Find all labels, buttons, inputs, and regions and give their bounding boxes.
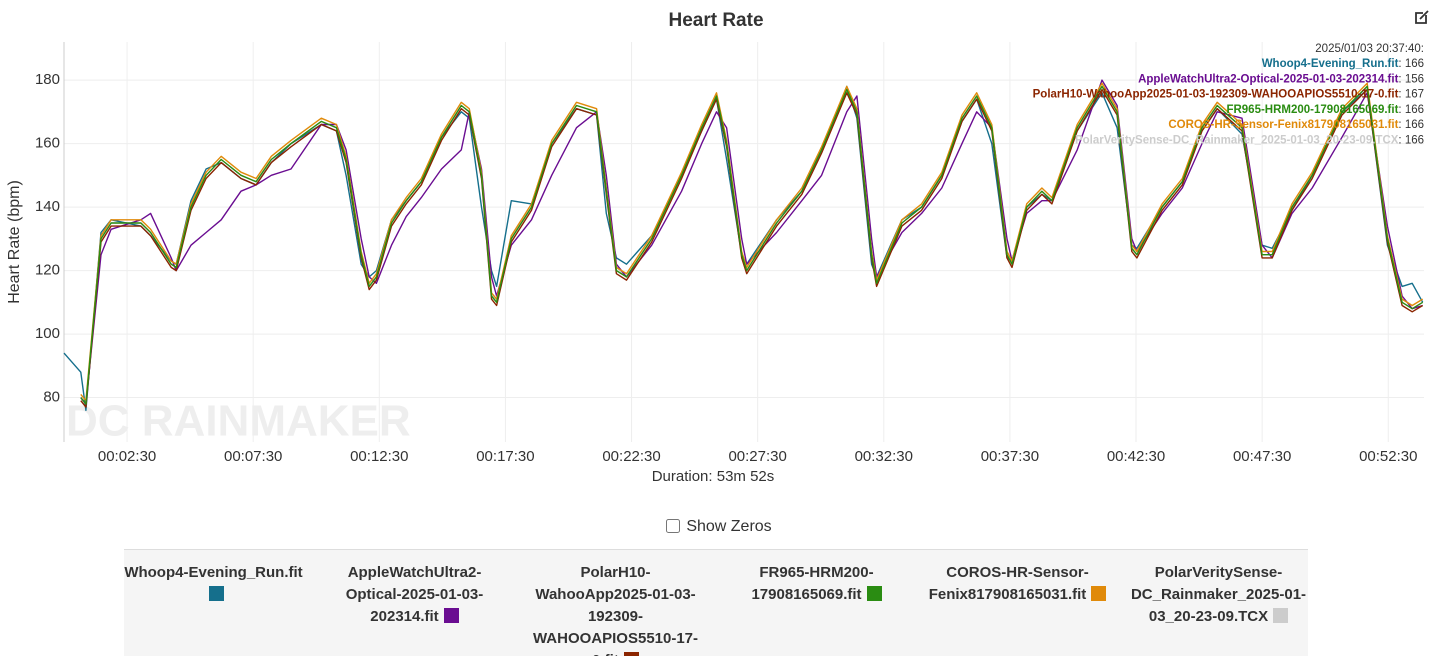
edit-box[interactable] xyxy=(1415,12,1427,24)
series-line xyxy=(80,85,1424,405)
legend-label[interactable]: PolarVeritySense-DC_Rainmaker_2025-01-03… xyxy=(1130,564,1307,625)
legend-swatch[interactable] xyxy=(1273,608,1289,623)
y-tick-label: 140 xyxy=(35,198,60,215)
tooltip-row: Whoop4-Evening_Run.fit: 166 xyxy=(1262,58,1424,70)
tooltip: 2025/01/03 20:37:40: Whoop4-Evening_Run.f… xyxy=(1033,43,1424,147)
y-tick-label: 160 xyxy=(35,135,60,152)
legend-item[interactable]: PolarVeritySense-DC_Rainmaker_2025-01-03… xyxy=(1129,562,1308,656)
tooltip-row: AppleWatchUltra2-Optical-2025-01-03-2023… xyxy=(1138,73,1424,85)
legend-item[interactable]: AppleWatchUltra2-Optical-2025-01-03-2023… xyxy=(325,562,504,656)
show-zeros-label: Show Zeros xyxy=(686,518,772,535)
series-line xyxy=(80,79,1423,405)
legend-label[interactable]: COROS-HR-Sensor-Fenix817908165031.fit xyxy=(928,564,1089,603)
legend-swatch[interactable] xyxy=(443,608,459,623)
x-tick-label: 00:12:30 xyxy=(350,448,408,465)
x-tick-label: 00:52:30 xyxy=(1359,448,1417,465)
tooltip-value: 166 xyxy=(1405,104,1424,116)
legend-swatch[interactable] xyxy=(623,652,639,656)
x-tick-label: 00:07:30 xyxy=(224,448,282,465)
x-tick-label: 00:02:30 xyxy=(98,448,156,465)
legend-swatch[interactable] xyxy=(208,586,224,601)
x-tick-label: 00:42:30 xyxy=(1107,448,1165,465)
tooltip-value: 166 xyxy=(1405,119,1424,131)
chart-title: Heart Rate xyxy=(668,10,763,31)
legend-item[interactable]: COROS-HR-Sensor-Fenix817908165031.fit xyxy=(928,562,1107,656)
x-tick-label: 00:47:30 xyxy=(1233,448,1291,465)
tooltip-value: 166 xyxy=(1405,135,1424,147)
x-tick-label: 00:22:30 xyxy=(602,448,660,465)
legend-item[interactable]: Whoop4-Evening_Run.fit xyxy=(124,562,303,656)
y-tick-label: 80 xyxy=(43,389,60,406)
tooltip-value: 156 xyxy=(1405,73,1424,85)
x-tick-label: 00:27:30 xyxy=(728,448,786,465)
tooltip-name: PolarH10-WahooApp2025-01-03-192309-WAHOO… xyxy=(1033,89,1399,101)
legend-swatch[interactable] xyxy=(866,586,882,601)
tooltip-row: PolarVeritySense-DC_Rainmaker_2025-01-03… xyxy=(1075,135,1424,147)
tooltip-row: PolarH10-WahooApp2025-01-03-192309-WAHOO… xyxy=(1033,89,1424,101)
legend-label[interactable]: AppleWatchUltra2-Optical-2025-01-03-2023… xyxy=(345,564,484,625)
tooltip-row: FR965-HRM200-17908165069.fit: 166 xyxy=(1226,104,1424,116)
show-zeros-checkbox[interactable] xyxy=(666,519,681,533)
show-zeros: Show Zeros xyxy=(0,518,1438,536)
legend: Whoop4-Evening_Run.fit AppleWatchUltra2-O… xyxy=(124,549,1308,656)
legend-swatch[interactable] xyxy=(1091,586,1107,601)
x-tick-label: 00:32:30 xyxy=(855,448,913,465)
tooltip-name: PolarVeritySense-DC_Rainmaker_2025-01-03… xyxy=(1075,135,1399,147)
edit-icon[interactable] xyxy=(1415,10,1429,24)
tooltip-name: AppleWatchUltra2-Optical-2025-01-03-2023… xyxy=(1138,73,1399,85)
x-tick-label: 00:17:30 xyxy=(476,448,534,465)
tooltip-name: COROS-HR-Sensor-Fenix817908165031.fit xyxy=(1168,119,1398,131)
watermark: DC RAINMAKER xyxy=(66,397,411,446)
tooltip-name: Whoop4-Evening_Run.fit xyxy=(1262,58,1399,70)
edit-pen[interactable] xyxy=(1419,10,1429,20)
tooltip-name: FR965-HRM200-17908165069.fit xyxy=(1226,104,1398,116)
legend-label[interactable]: FR965-HRM200-17908165069.fit xyxy=(751,564,874,603)
x-tick-label: 00:37:30 xyxy=(981,448,1039,465)
legend-label[interactable]: Whoop4-Evening_Run.fit xyxy=(124,564,303,581)
tooltip-value: 167 xyxy=(1405,89,1424,101)
x-axis-label: Duration: 53m 52s xyxy=(652,468,775,485)
y-axis-label: Heart Rate (bpm) xyxy=(6,180,23,304)
tooltip-row: COROS-HR-Sensor-Fenix817908165031.fit: 1… xyxy=(1168,119,1424,131)
series-line xyxy=(80,82,1424,402)
chart: Heart Rate DC RAINMAKER Heart Rate (bpm)… xyxy=(6,10,1429,485)
grid xyxy=(64,42,1424,442)
tooltip-value: 166 xyxy=(1405,58,1424,70)
y-tick-label: 180 xyxy=(35,71,60,88)
tooltip-time: 2025/01/03 20:37:40: xyxy=(1315,43,1424,55)
legend-item[interactable]: FR965-HRM200-17908165069.fit xyxy=(727,562,906,656)
y-tick-label: 120 xyxy=(35,262,60,279)
legend-label[interactable]: PolarH10-WahooApp2025-01-03-192309-WAHOO… xyxy=(532,564,699,656)
y-tick-label: 100 xyxy=(35,325,60,342)
legend-item[interactable]: PolarH10-WahooApp2025-01-03-192309-WAHOO… xyxy=(526,562,705,656)
